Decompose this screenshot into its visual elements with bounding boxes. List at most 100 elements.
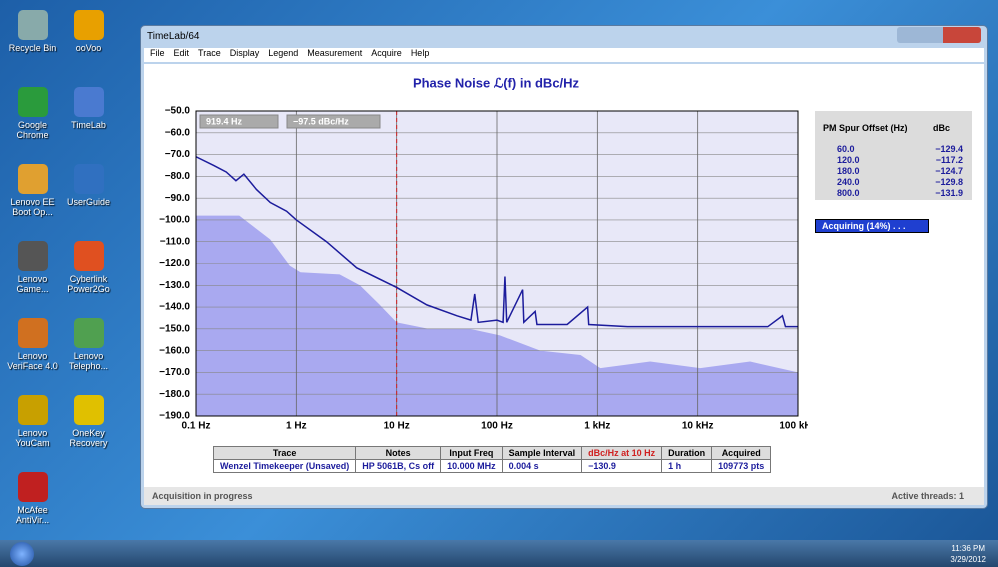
chart-title: Phase Noise ℒ(f) in dBc/Hz xyxy=(413,75,580,90)
spur-offset: 800.0 xyxy=(837,188,860,198)
table-cell: 109773 pts xyxy=(711,459,772,473)
status-bar: Acquisition in progress Active threads: … xyxy=(144,487,984,505)
spur-offset: 60.0 xyxy=(837,144,855,154)
spur-dbc: −129.8 xyxy=(935,177,963,187)
trace-line xyxy=(195,156,798,328)
acquire-status: Acquiring (14%) . . . xyxy=(815,219,929,233)
icon-image xyxy=(17,10,48,40)
noise-floor-area xyxy=(196,215,798,416)
desktop-icon[interactable]: Lenovo YouCam xyxy=(5,395,60,448)
icon-image xyxy=(17,318,48,348)
spur-panel: PM Spur Offset (Hz) dBc 60.0 −129.4 120.0 −… xyxy=(815,111,972,200)
icon-image xyxy=(73,395,104,425)
trace-table: Trace Notes Input Freq Sample Interval dBc/H… xyxy=(212,446,772,473)
x-tick-label: 10 Hz xyxy=(384,421,410,432)
table-header: dBc/Hz at 10 Hz xyxy=(581,446,663,460)
spur-offset: 240.0 xyxy=(837,177,860,187)
icon-image xyxy=(73,164,104,194)
desktop-icon[interactable]: Lenovo Game... xyxy=(5,241,60,294)
menu-item[interactable]: Legend xyxy=(268,48,299,58)
table-header: Sample Interval xyxy=(501,446,583,460)
desktop-icon[interactable]: TimeLab xyxy=(61,87,116,130)
table-cell: 0.004 s xyxy=(501,459,583,473)
icon-image xyxy=(73,241,104,271)
icon-label: Recycle Bin xyxy=(8,43,57,53)
icon-image xyxy=(73,10,104,40)
icon-image xyxy=(17,241,48,271)
icon-label: McAfee AntiVir... xyxy=(15,505,50,525)
menu-item[interactable]: Measurement xyxy=(307,48,363,58)
x-tick-label: 1 kHz xyxy=(584,421,610,432)
icon-image xyxy=(17,87,48,117)
y-tick-label: −90.0 xyxy=(165,193,191,204)
menu-item[interactable]: Edit xyxy=(173,48,190,58)
spur-offset: 180.0 xyxy=(837,166,860,176)
table-cell: −130.9 xyxy=(581,459,663,473)
desktop-icon[interactable]: Google Chrome xyxy=(5,87,60,140)
menu-item[interactable]: Help xyxy=(410,48,430,58)
table-header: Notes xyxy=(355,446,442,460)
icon-label: Lenovo EE Boot Op... xyxy=(10,197,55,217)
desktop-icon[interactable]: UserGuide xyxy=(61,164,116,207)
icon-label: OneKey Recovery xyxy=(69,428,108,448)
y-tick-label: −50.0 xyxy=(165,106,191,117)
desktop-icon[interactable]: OneKey Recovery xyxy=(61,395,116,448)
status-threads: Active threads: 1 xyxy=(891,491,964,501)
spur-offset: 120.0 xyxy=(837,155,860,165)
icon-label: UserGuide xyxy=(66,197,111,207)
spur-rows: 60.0 −129.4 120.0 −117.2 180.0 −124.7 240.0 −12… xyxy=(823,144,963,199)
desktop-icon[interactable]: Recycle Bin xyxy=(5,10,60,53)
menu-item[interactable]: Acquire xyxy=(371,48,402,58)
x-tick-label: 10 kHz xyxy=(682,421,714,432)
table-header: Duration xyxy=(661,446,713,460)
icon-image xyxy=(17,164,48,194)
taskbar: 11:36 PM 3/29/2012 xyxy=(0,540,998,567)
y-tick-label: −110.0 xyxy=(160,236,191,247)
spur-dbc: −117.2 xyxy=(935,155,963,165)
desktop-icon[interactable]: Lenovo VeriFace 4.0 xyxy=(5,318,60,371)
icon-label: Google Chrome xyxy=(16,120,49,140)
table-cell: HP 5061B, Cs off xyxy=(355,459,442,473)
desktop-icon[interactable]: Lenovo EE Boot Op... xyxy=(5,164,60,217)
table-cell: 10.000 MHz xyxy=(440,459,503,473)
icon-image xyxy=(73,87,104,117)
spur-row: 120.0 −117.2 xyxy=(823,155,963,166)
menu-item[interactable]: Trace xyxy=(198,48,221,58)
plot-border xyxy=(195,110,799,417)
icon-label: Lenovo Telepho... xyxy=(68,351,109,371)
readout-text: 919.4 Hz xyxy=(206,116,243,126)
chart: Phase Noise ℒ(f) in dBc/Hz −50.0 −60.0 −70… xyxy=(159,75,808,432)
menu-item[interactable]: File xyxy=(150,48,165,58)
menu-bar: File Edit Trace Display Legend Measurement Acq… xyxy=(144,48,984,62)
menu-item[interactable]: Display xyxy=(229,48,260,58)
spur-row: 800.0 −131.9 xyxy=(823,188,963,199)
spur-row: 180.0 −124.7 xyxy=(823,166,963,177)
window-title: TimeLab/64 xyxy=(147,31,200,42)
status-text: Acquisition in progress xyxy=(152,491,253,501)
desktop-icon[interactable]: McAfee AntiVir... xyxy=(5,472,60,525)
window-controls[interactable] xyxy=(897,27,981,43)
icon-image xyxy=(73,318,104,348)
icon-label: Lenovo YouCam xyxy=(15,428,50,448)
x-tick-label: 0.1 Hz xyxy=(182,421,211,432)
icon-label: Lenovo VeriFace 4.0 xyxy=(7,351,58,371)
desktop-icon[interactable]: Lenovo Telepho... xyxy=(61,318,116,371)
readout-box xyxy=(199,114,279,129)
y-tick-label: −180.0 xyxy=(159,389,190,400)
spur-header: PM Spur Offset (Hz) xyxy=(823,123,908,133)
clock-date: 3/29/2012 xyxy=(950,555,986,564)
y-tick-label: −120.0 xyxy=(159,258,190,269)
desktop-icon[interactable]: ooVoo xyxy=(61,10,116,53)
y-tick-label: −150.0 xyxy=(159,323,190,334)
y-tick-label: −170.0 xyxy=(159,367,190,378)
x-tick-label: 100 kHz xyxy=(779,421,808,432)
spur-dbc: −129.4 xyxy=(935,144,963,154)
spur-row: 240.0 −129.8 xyxy=(823,177,963,188)
y-tick-label: −60.0 xyxy=(165,127,191,138)
icon-image xyxy=(17,472,48,502)
desktop-icon[interactable]: Cyberlink Power2Go xyxy=(61,241,116,294)
table-cell: Wenzel Timekeeper (Unsaved) xyxy=(212,459,357,473)
readout-text: −97.5 dBc/Hz xyxy=(293,116,349,126)
start-button[interactable] xyxy=(10,542,34,566)
